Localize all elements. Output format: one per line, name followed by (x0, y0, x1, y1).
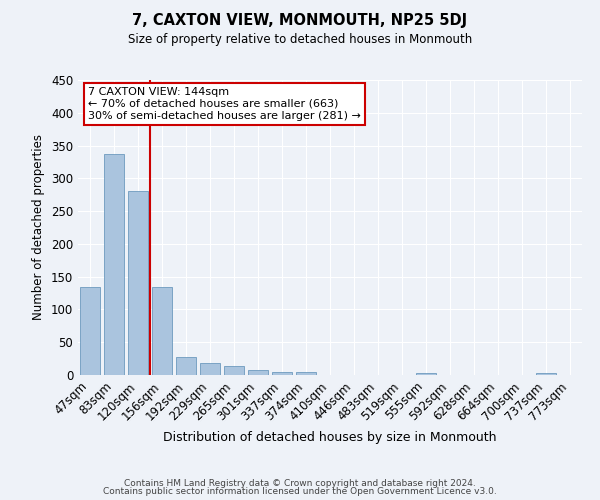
Text: Contains HM Land Registry data © Crown copyright and database right 2024.: Contains HM Land Registry data © Crown c… (124, 478, 476, 488)
Bar (176, 358, 196, 375)
Text: Size of property relative to detached houses in Monmouth: Size of property relative to detached ho… (128, 32, 472, 46)
Bar (152, 287, 172, 375)
Bar (128, 191, 148, 375)
Bar (224, 366, 244, 375)
Text: 7 CAXTON VIEW: 144sqm
← 70% of detached houses are smaller (663)
30% of semi-det: 7 CAXTON VIEW: 144sqm ← 70% of detached … (88, 88, 361, 120)
Bar (416, 373, 436, 375)
Text: 7, CAXTON VIEW, MONMOUTH, NP25 5DJ: 7, CAXTON VIEW, MONMOUTH, NP25 5DJ (133, 12, 467, 28)
Bar (80, 286, 100, 375)
Y-axis label: Number of detached properties: Number of detached properties (32, 134, 46, 320)
Bar (536, 373, 556, 375)
Bar (200, 363, 220, 375)
Bar (296, 372, 316, 375)
Bar (272, 372, 292, 375)
Bar (248, 370, 268, 375)
Bar (104, 154, 124, 375)
Text: Contains public sector information licensed under the Open Government Licence v3: Contains public sector information licen… (103, 487, 497, 496)
X-axis label: Distribution of detached houses by size in Monmouth: Distribution of detached houses by size … (163, 431, 497, 444)
